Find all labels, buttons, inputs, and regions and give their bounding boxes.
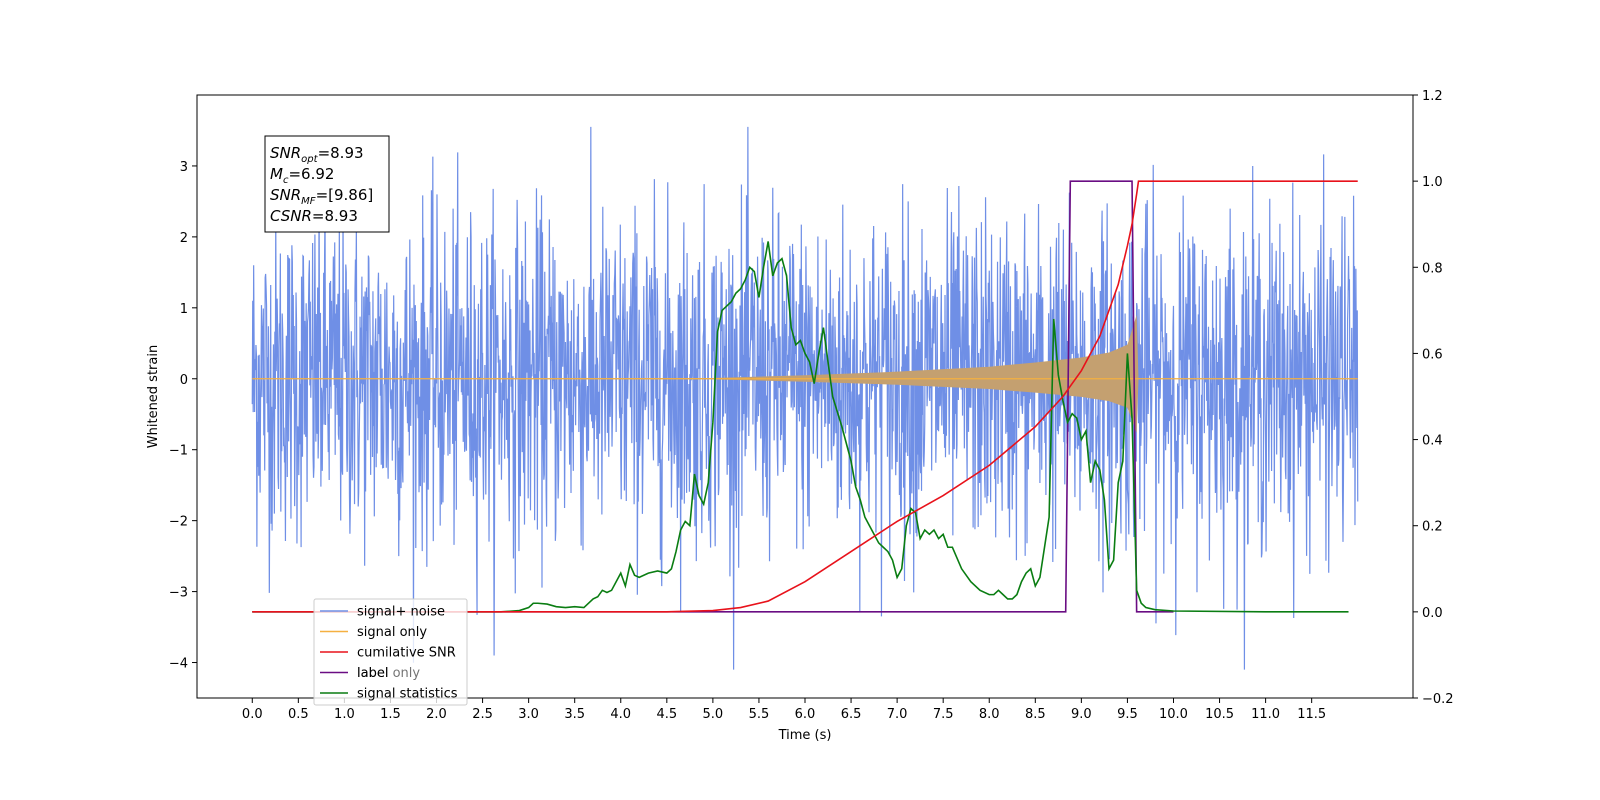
x-axis-ticks: 0.0 0.5 1.0 1.5 2.0 2.5 3.0 3.5 4.0 4.5 5.0 5.5 6.0 6…	[242, 698, 1326, 722]
x-tick-label: 9.0	[1071, 707, 1092, 722]
right-y-tick-label: 0.8	[1422, 261, 1443, 276]
x-tick-label: 4.0	[610, 707, 631, 722]
x-tick-label: 1.5	[380, 707, 401, 722]
x-tick-label: 1.0	[334, 707, 355, 722]
x-tick-label: 8.0	[979, 707, 1000, 722]
x-tick-label: 0.5	[288, 707, 309, 722]
legend: signal+ noise signal only cumilative SNR la…	[313, 598, 468, 706]
left-y-axis-ticks: 3 2 1 0 −1 −2 −3 −4	[169, 160, 197, 672]
annotation-line: Mc=6.92	[270, 165, 334, 186]
left-y-tick-label: 2	[180, 231, 188, 246]
annotation-frame	[264, 135, 390, 233]
hidden-legend-text: label only	[357, 666, 420, 681]
legend-entry: cumilative SNR	[357, 646, 456, 661]
legend-entry: signal only	[357, 625, 427, 640]
x-tick-label: 7.5	[933, 707, 954, 722]
x-tick-label: 4.5	[656, 707, 677, 722]
right-y-tick-label: 1.0	[1422, 175, 1443, 190]
left-y-tick-label: 0	[180, 373, 188, 388]
right-axis-series	[252, 180, 1358, 613]
right-y-tick-label: 0.6	[1422, 347, 1443, 362]
legend-entry: signal+ noise	[357, 605, 445, 620]
legend-frame	[313, 598, 468, 706]
y-axis-label: Whitened strain	[146, 345, 161, 448]
left-y-tick-label: −3	[169, 586, 188, 601]
label-line	[252, 180, 1174, 613]
left-y-tick-label: 1	[180, 302, 188, 317]
left-y-tick-label: −2	[169, 515, 188, 530]
x-tick-label: 6.5	[841, 707, 862, 722]
signal-only-envelope	[252, 314, 1358, 434]
signal-only-series	[252, 314, 1358, 434]
x-tick-label: 5.0	[703, 707, 724, 722]
legend-entry: label	[357, 666, 388, 681]
x-tick-label: 2.5	[472, 707, 493, 722]
left-y-tick-label: −4	[169, 657, 188, 672]
right-y-tick-label: 0.2	[1422, 520, 1443, 535]
right-y-tick-label: 0.0	[1422, 606, 1443, 621]
x-tick-label: 11.5	[1297, 707, 1326, 722]
right-y-tick-label: 1.2	[1422, 89, 1443, 104]
signal-noise-line	[251, 126, 1359, 670]
x-tick-label: 8.5	[1025, 707, 1046, 722]
x-tick-label: 10.5	[1205, 707, 1234, 722]
annotation-line: SNRopt=8.93	[270, 144, 364, 165]
x-axis-label: Time (s)	[778, 728, 832, 743]
x-tick-label: 0.0	[242, 707, 263, 722]
x-tick-label: 6.0	[795, 707, 816, 722]
x-tick-label: 10.0	[1159, 707, 1188, 722]
legend-entry: signal statistics	[357, 687, 458, 702]
x-tick-label: 2.0	[426, 707, 447, 722]
x-tick-label: 5.5	[749, 707, 770, 722]
x-tick-label: 3.5	[564, 707, 585, 722]
cumulative-snr-line	[252, 180, 1358, 613]
signal-noise-series	[251, 126, 1359, 670]
annotation-line: CSNR=8.93	[270, 207, 358, 225]
right-y-tick-label: −0.2	[1422, 692, 1454, 707]
x-tick-label: 9.5	[1117, 707, 1138, 722]
annotation-line: SNRMF=[9.86]	[270, 186, 373, 207]
left-y-tick-label: −1	[169, 444, 188, 459]
x-tick-label: 7.0	[887, 707, 908, 722]
x-tick-label: 3.0	[518, 707, 539, 722]
right-y-tick-label: 0.4	[1422, 434, 1443, 449]
signal-statistics-line	[252, 241, 1349, 613]
x-tick-label: 11.0	[1251, 707, 1280, 722]
left-y-tick-label: 3	[180, 160, 188, 175]
right-y-axis-ticks: 1.2 1.0 0.8 0.6 0.4 0.2 0.0 −0.2	[1413, 89, 1454, 707]
